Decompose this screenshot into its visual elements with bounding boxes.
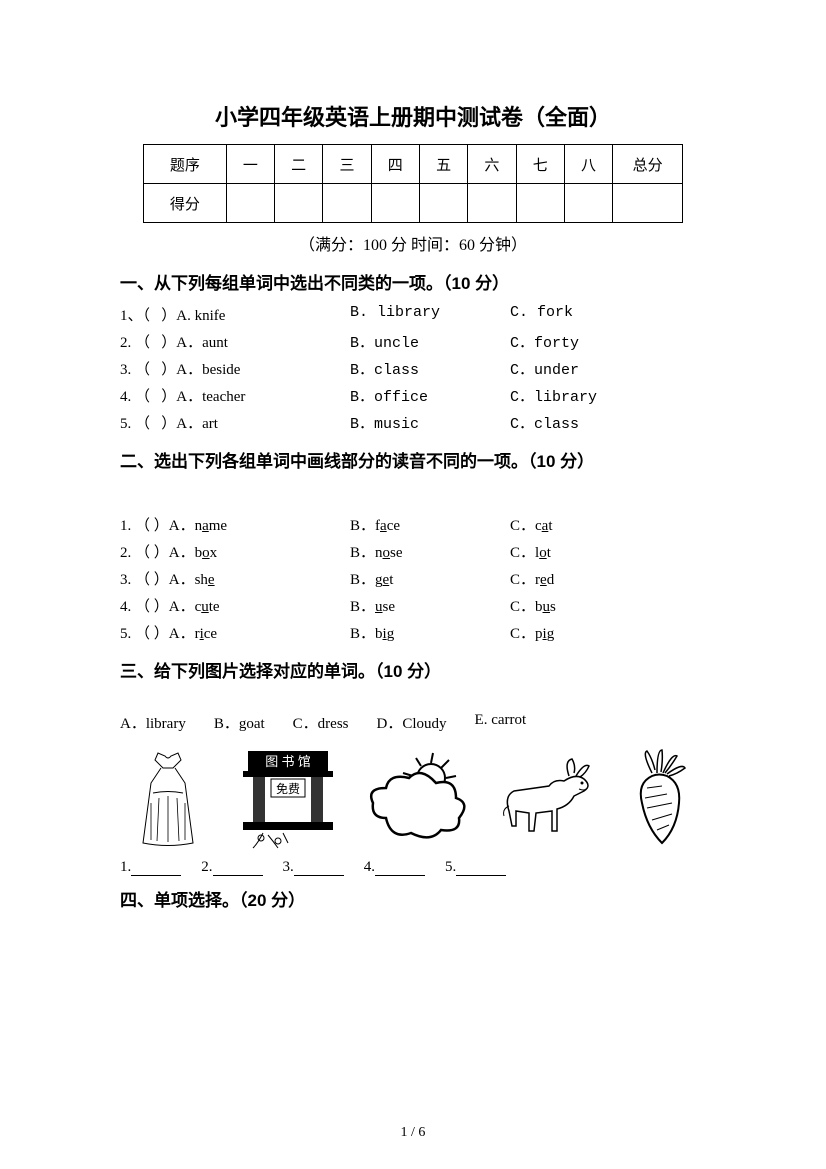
option-b: B．nose	[350, 541, 510, 562]
exam-meta: （满分：100 分 时间：60 分钟）	[120, 231, 706, 255]
cloudy-icon	[361, 743, 476, 853]
question-row: 1、（ ）A. knifeB. libraryC. fork	[120, 304, 706, 325]
cell: 一	[226, 145, 274, 184]
blank[interactable]: 3.	[283, 859, 344, 876]
question-row: 5. （ ）A．artB．musicC．class	[120, 412, 706, 433]
bank-item: D．Cloudy	[377, 712, 447, 733]
option-c: C．pig	[510, 622, 670, 643]
cell: 六	[468, 145, 516, 184]
cell-blank[interactable]	[371, 184, 419, 223]
question-stem[interactable]: 2. （ ）A．aunt	[120, 331, 350, 352]
question-row: 5. （ ）A．riceB．bigC．pig	[120, 622, 706, 643]
cell-blank[interactable]	[564, 184, 612, 223]
question-row: 4. （ ）A．teacherB．officeC．library	[120, 385, 706, 406]
option-c: C．cat	[510, 514, 670, 535]
question-row: 1. （ ）A．nameB．faceC．cat	[120, 514, 706, 535]
cell-total: 总分	[613, 145, 683, 184]
question-stem[interactable]: 1、（ ）A. knife	[120, 304, 350, 325]
option-a[interactable]: 1. （ ）A．name	[120, 514, 350, 535]
cell-label: 题序	[144, 145, 227, 184]
section1-body: 1、（ ）A. knifeB. libraryC. fork 2. （ ）A．au…	[120, 304, 706, 433]
section1-heading: 一、从下列每组单词中选出不同类的一项。（10 分）	[120, 269, 706, 294]
goat-icon	[494, 743, 599, 853]
option-c: C．forty	[510, 331, 670, 352]
question-stem[interactable]: 4. （ ）A．teacher	[120, 385, 350, 406]
cell-blank[interactable]	[226, 184, 274, 223]
cell: 四	[371, 145, 419, 184]
option-a[interactable]: 2. （ ）A．box	[120, 541, 350, 562]
bank-item: E. carrot	[475, 712, 527, 733]
section2-body: 1. （ ）A．nameB．faceC．cat 2. （ ）A．boxB．nose…	[120, 514, 706, 643]
cell-blank[interactable]	[516, 184, 564, 223]
option-b: B．big	[350, 622, 510, 643]
bank-item: B．goat	[214, 712, 265, 733]
section3-heading: 三、给下列图片选择对应的单词。（10 分）	[120, 657, 706, 682]
option-b: B. library	[350, 304, 510, 325]
option-b: B．get	[350, 568, 510, 589]
option-c: C．bus	[510, 595, 670, 616]
option-c: C．class	[510, 412, 670, 433]
question-stem[interactable]: 5. （ ）A．art	[120, 412, 350, 433]
option-a[interactable]: 4. （ ）A．cute	[120, 595, 350, 616]
option-c: C．library	[510, 385, 670, 406]
bank-item: C．dress	[293, 712, 349, 733]
question-row: 3. （ ）A．she B．getC．red	[120, 568, 706, 589]
option-b: B．uncle	[350, 331, 510, 352]
cell: 七	[516, 145, 564, 184]
word-bank: A．library B．goat C．dress D．Cloudy E. car…	[120, 712, 706, 733]
question-row: 2. （ ）A．auntB．uncleC．forty	[120, 331, 706, 352]
cell-blank[interactable]	[323, 184, 371, 223]
picture-row: 图 书 馆 免费	[120, 743, 706, 853]
option-b: B．office	[350, 385, 510, 406]
page-number: 1 / 6	[0, 1125, 826, 1141]
cell-blank[interactable]	[468, 184, 516, 223]
page: 小学四年级英语上册期中测试卷（全面） 题序 一 二 三 四 五 六 七 八 总分…	[0, 0, 826, 1169]
option-a[interactable]: 3. （ ）A．she	[120, 568, 350, 589]
option-c: C. fork	[510, 304, 670, 325]
option-a[interactable]: 5. （ ）A．rice	[120, 622, 350, 643]
option-c: C．lot	[510, 541, 670, 562]
svg-text:图 书 馆: 图 书 馆	[265, 754, 311, 769]
carrot-icon	[617, 743, 697, 853]
cell: 五	[419, 145, 467, 184]
section4-heading: 四、单项选择。（20 分）	[120, 886, 706, 911]
answer-blanks: 1. 2. 3. 4. 5.	[120, 859, 706, 876]
question-stem[interactable]: 3. （ ）A．beside	[120, 358, 350, 379]
blank[interactable]: 4.	[364, 859, 425, 876]
dress-icon	[120, 743, 215, 853]
blank[interactable]: 5.	[445, 859, 506, 876]
option-c: C．red	[510, 568, 670, 589]
table-row: 得分	[144, 184, 683, 223]
question-row: 2. （ ）A．boxB．noseC．lot	[120, 541, 706, 562]
cell: 二	[274, 145, 322, 184]
blank[interactable]: 1.	[120, 859, 181, 876]
option-c: C．under	[510, 358, 670, 379]
page-title: 小学四年级英语上册期中测试卷（全面）	[120, 100, 706, 132]
question-row: 3. （ ）A．besideB．classC．under	[120, 358, 706, 379]
cell-label: 得分	[144, 184, 227, 223]
cell-blank[interactable]	[613, 184, 683, 223]
cell: 三	[323, 145, 371, 184]
svg-text:免费: 免费	[276, 781, 300, 796]
score-table: 题序 一 二 三 四 五 六 七 八 总分 得分	[143, 144, 683, 223]
table-row: 题序 一 二 三 四 五 六 七 八 总分	[144, 145, 683, 184]
option-b: B．face	[350, 514, 510, 535]
library-icon: 图 书 馆 免费	[233, 743, 343, 853]
option-b: B．music	[350, 412, 510, 433]
section2-heading: 二、选出下列各组单词中画线部分的读音不同的一项。（10 分）	[120, 447, 706, 472]
blank[interactable]: 2.	[201, 859, 262, 876]
cell-blank[interactable]	[419, 184, 467, 223]
option-b: B．use	[350, 595, 510, 616]
question-row: 4. （ ）A．cuteB．useC．bus	[120, 595, 706, 616]
bank-item: A．library	[120, 712, 186, 733]
cell: 八	[564, 145, 612, 184]
option-b: B．class	[350, 358, 510, 379]
cell-blank[interactable]	[274, 184, 322, 223]
